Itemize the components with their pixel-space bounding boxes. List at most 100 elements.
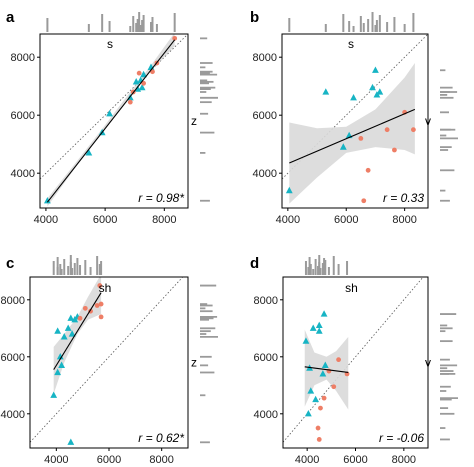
- panel-d: 4000 6000 8000 4000 6000 8000 d sh v r = -0.06: [250, 255, 458, 466]
- x-tick-label: 4000: [295, 454, 319, 466]
- point-salmon: [141, 80, 147, 86]
- point-salmon: [384, 127, 390, 133]
- point-teal: [312, 395, 320, 403]
- x-tick-label: 6000: [343, 454, 367, 466]
- plot-area: [282, 34, 428, 204]
- point-teal: [67, 314, 75, 321]
- y-tick-label: 6000: [1, 352, 25, 364]
- x-tick-label: 8000: [149, 454, 173, 466]
- point-teal: [304, 410, 312, 417]
- top-variable-label: s: [107, 37, 113, 51]
- fit-line: [304, 366, 349, 374]
- point-teal: [44, 196, 51, 204]
- point-teal: [56, 353, 64, 360]
- point-teal: [64, 324, 72, 331]
- top-variable-label: s: [348, 37, 354, 51]
- point-teal: [372, 66, 379, 73]
- point-teal: [60, 333, 68, 340]
- y-tick-label: 8000: [254, 295, 278, 307]
- x-tick-label: 4000: [44, 454, 68, 466]
- point-salmon: [318, 405, 323, 411]
- point-teal: [319, 370, 327, 377]
- point-salmon: [82, 305, 88, 311]
- plot-frame: [39, 33, 189, 209]
- point-salmon: [98, 301, 104, 307]
- point-salmon: [77, 315, 83, 321]
- x-tick-label: 6000: [334, 214, 358, 226]
- right-variable-label: z: [191, 114, 197, 128]
- top-variable-label: sh: [99, 281, 112, 295]
- point-teal: [67, 438, 75, 445]
- point-teal: [140, 70, 147, 78]
- panel-c: 4000 6000 8000 4000 6000 8000 c sh z r = 0.62*: [1, 255, 218, 466]
- panel-letter: d: [250, 255, 259, 272]
- point-salmon: [98, 314, 104, 320]
- plot-area: [283, 277, 424, 443]
- correlation-annotation: r = -0.06: [379, 431, 424, 445]
- plot-area: [40, 34, 188, 207]
- x-tick-label: 6000: [97, 454, 121, 466]
- fit-line: [53, 292, 102, 370]
- correlation-annotation: r = 0.62*: [138, 431, 184, 445]
- point-salmon: [361, 198, 367, 204]
- identity-line: [283, 277, 424, 443]
- point-teal: [322, 88, 330, 95]
- point-teal: [302, 337, 310, 344]
- point-salmon: [331, 384, 337, 390]
- x-tick-label: 4000: [276, 214, 300, 226]
- point-teal: [50, 391, 58, 398]
- point-teal: [350, 94, 357, 101]
- point-teal: [138, 83, 146, 91]
- point-salmon: [411, 127, 416, 133]
- right-variable-label: z: [191, 356, 197, 370]
- point-teal: [307, 387, 315, 394]
- correlation-annotation: r = 0.33: [383, 191, 424, 205]
- panel-a: 4000 6000 8000 4000 6000 8000 a s z r = 0.98*: [6, 9, 218, 226]
- right-variable-label: v: [425, 114, 431, 128]
- y-tick-label: 8000: [1, 295, 25, 307]
- top-variable-label: sh: [345, 281, 358, 295]
- y-tick-label: 6000: [254, 352, 278, 364]
- point-salmon: [94, 303, 100, 308]
- x-tick-label: 8000: [392, 454, 416, 466]
- point-teal: [85, 149, 93, 156]
- point-salmon: [336, 357, 341, 363]
- identity-line: [30, 277, 184, 443]
- point-salmon: [365, 167, 371, 173]
- point-teal: [106, 109, 113, 117]
- confidence-band: [47, 34, 175, 207]
- right-variable-label: v: [425, 356, 431, 370]
- confidence-band: [53, 277, 102, 394]
- x-tick-label: 4000: [34, 214, 58, 226]
- point-teal: [309, 324, 317, 331]
- point-teal: [376, 88, 384, 95]
- y-tick-label: 6000: [253, 110, 277, 122]
- point-teal: [321, 361, 329, 368]
- panel-b: 4000 6000 8000 4000 6000 8000 b s v r = 0.33: [250, 9, 458, 226]
- point-teal: [285, 186, 293, 194]
- point-teal: [315, 327, 323, 334]
- fit-line: [289, 108, 416, 164]
- point-salmon: [358, 136, 364, 141]
- x-tick-label: 8000: [152, 214, 176, 226]
- point-salmon: [136, 70, 142, 76]
- point-salmon: [316, 437, 322, 442]
- point-salmon: [127, 99, 133, 105]
- panel-letter: c: [6, 255, 14, 272]
- y-tick-label: 4000: [11, 168, 35, 180]
- point-teal: [339, 143, 347, 150]
- x-tick-label: 8000: [392, 214, 416, 226]
- panel-letter: b: [250, 9, 259, 26]
- fit-line: [46, 39, 176, 203]
- point-salmon: [392, 147, 397, 153]
- point-teal: [369, 83, 376, 91]
- y-tick-label: 4000: [254, 409, 278, 421]
- point-salmon: [321, 395, 327, 401]
- point-teal: [315, 321, 323, 329]
- point-teal: [54, 327, 62, 334]
- x-tick-label: 6000: [93, 214, 117, 226]
- point-salmon: [172, 35, 178, 41]
- plot-frame: [281, 33, 429, 209]
- y-tick-label: 8000: [11, 52, 35, 64]
